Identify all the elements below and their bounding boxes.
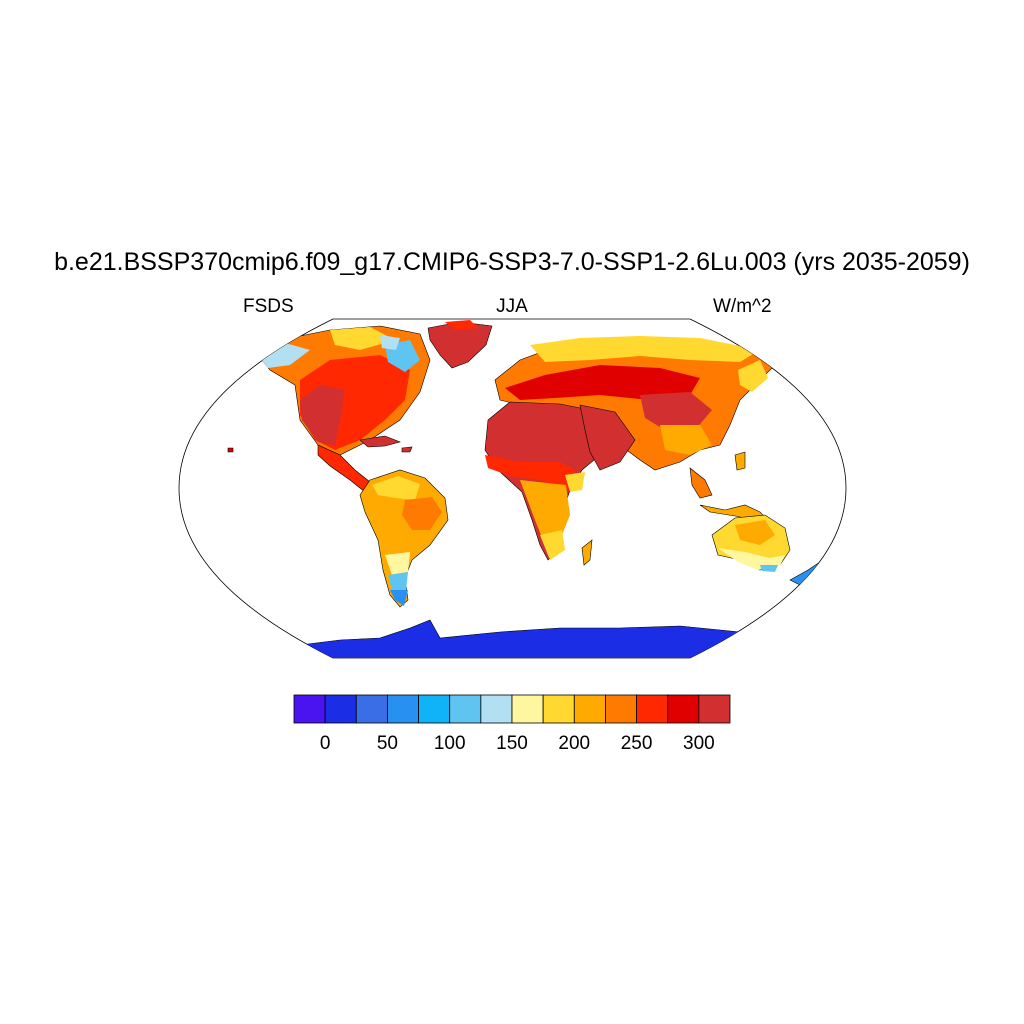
- colorbar-swatch: [667, 694, 700, 724]
- eurasia-region: [494, 336, 773, 471]
- colorbar-swatch: [324, 694, 357, 724]
- plot-title: b.e21.BSSP370cmip6.f09_g17.CMIP6-SSP3-7.…: [54, 248, 970, 276]
- colorbar-tick-label: 250: [621, 733, 653, 754]
- colorbar-swatch: [293, 694, 326, 724]
- australia-region: [711, 514, 821, 586]
- colorbar-tick-label: 150: [496, 733, 528, 754]
- colorbar-swatch: [387, 694, 419, 724]
- colorbar-swatch: [480, 694, 513, 724]
- antarctica-region: [279, 619, 761, 658]
- central-america-region: [227, 435, 413, 493]
- colorbar-swatch: [605, 694, 637, 724]
- colorbar-swatch: [355, 694, 388, 724]
- south-america-region: [359, 469, 449, 608]
- colorbar-tick-label: 300: [683, 733, 715, 754]
- season-label: JJA: [496, 296, 528, 317]
- north-america-region: [257, 325, 431, 456]
- variable-label: FSDS: [243, 296, 294, 317]
- colorbar-swatch: [449, 694, 482, 724]
- colorbar-tick-label: 0: [320, 733, 331, 754]
- africa-region: [484, 401, 636, 566]
- colorbar-tick-label: 100: [434, 733, 466, 754]
- colorbar-swatch: [418, 694, 451, 724]
- colorbar-swatch: [573, 694, 606, 724]
- colorbar-swatch: [636, 694, 669, 724]
- colorbar-swatch: [698, 694, 731, 724]
- colorbar-swatch: [511, 694, 544, 724]
- units-label: W/m^2: [713, 296, 772, 317]
- colorbar-swatch: [542, 694, 575, 724]
- colorbar-tick-label: 50: [377, 733, 398, 754]
- colorbar-tick-label: 200: [558, 733, 590, 754]
